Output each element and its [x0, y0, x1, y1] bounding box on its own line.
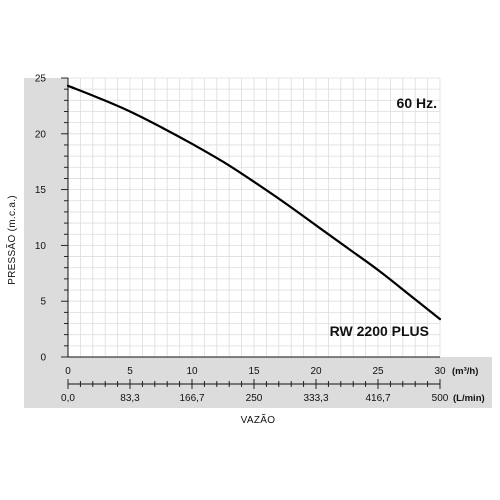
- x-tick-label-m3h: 0: [65, 366, 71, 377]
- x-tick-label-m3h: 15: [248, 366, 260, 377]
- x-tick-label-lmin: 83,3: [120, 393, 140, 404]
- y-tick-label: 15: [35, 185, 47, 196]
- series-line-rw-2200-plus: [66, 84, 442, 321]
- axes: [67, 78, 440, 358]
- x-tick-label-lmin: 0,0: [61, 393, 75, 404]
- x-tick-label-lmin: 416,7: [365, 393, 390, 404]
- y-ticks: 0 5 10 15 20 25: [35, 74, 68, 364]
- x-axis-title: VAZÃO: [241, 413, 276, 426]
- y-tick-label: 20: [35, 129, 47, 140]
- y-tick-label: 5: [40, 297, 46, 308]
- x-unit-lmin: (L/min): [453, 393, 485, 404]
- y-tick-label: 25: [35, 74, 47, 85]
- x-tick-label-m3h: 30: [434, 366, 446, 377]
- x-tick-label-lmin: 500: [432, 393, 449, 404]
- x-tick-label-m3h: 20: [310, 366, 322, 377]
- x-ticks-lmin: 0,0 83,3 166,7 250 333,3 416,7 500: [61, 379, 449, 404]
- y-axis-band: [24, 78, 68, 408]
- x-unit-m3h: (m³/h): [452, 366, 478, 377]
- y-axis-title: PRESSÃO (m.c.a.): [5, 195, 18, 285]
- x-tick-label-m3h: 25: [372, 366, 384, 377]
- model-annotation: RW 2200 PLUS: [330, 323, 429, 339]
- y-tick-label: 10: [35, 241, 47, 252]
- x-tick-label-m3h: 5: [127, 366, 133, 377]
- x-ticks-m3h: 0 5 10 15 20 25 30: [65, 366, 446, 377]
- x-tick-label-lmin: 333,3: [303, 393, 328, 404]
- y-tick-label: 0: [40, 353, 46, 364]
- frequency-annotation: 60 Hz.: [397, 95, 437, 111]
- x-axis-band: [24, 357, 492, 408]
- x-tick-label-lmin: 250: [246, 393, 263, 404]
- x-tick-label-lmin: 166,7: [179, 393, 204, 404]
- x-tick-label-m3h: 10: [186, 366, 198, 377]
